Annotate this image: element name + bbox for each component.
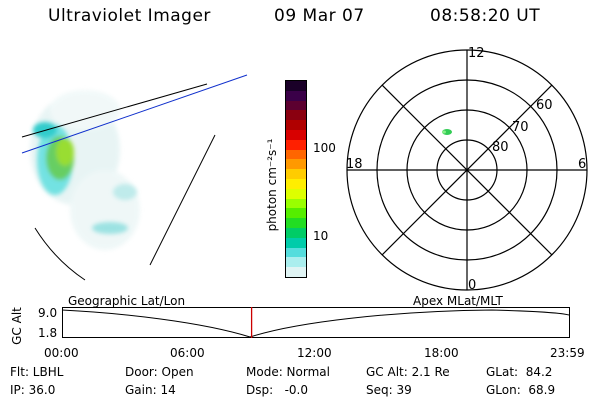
colorbar-segment [286,257,306,268]
timeline-y-tick-top: 9.0 [38,306,58,320]
colorbar-segment [286,188,306,199]
colorbar [285,80,307,278]
geographic-image-panel [21,74,248,281]
lat-label-60: 60 [536,98,553,113]
mlt-label-0: 0 [468,278,477,293]
mlt-label-6: 6 [578,157,587,172]
seq-readout: Seq: 39 [366,383,412,397]
colorbar-segment [286,267,306,277]
colorbar-segment [286,139,306,150]
timeline-x-tick-0: 00:00 [44,346,79,360]
colorbar-segment [286,227,306,238]
colorbar-segment [286,218,306,228]
time-label: 08:58:20 UT [430,6,541,26]
colorbar-segment [286,110,306,121]
mlt-label-12: 12 [468,46,485,61]
mode-readout: Mode: Normal [246,365,330,379]
timeline-left-title: Geographic Lat/Lon [68,294,186,308]
timeline-x-tick-3: 18:00 [424,346,459,360]
colorbar-segment [286,159,306,170]
colorbar-segment [286,178,306,189]
door-readout: Door: Open [125,365,194,379]
colorbar-segment [286,100,306,111]
lat-label-80: 80 [492,140,509,155]
colorbar-segment [286,149,306,160]
timeline-x-tick-4: 23:59 [550,346,585,360]
ip-readout: IP: 36.0 [10,383,56,397]
colorbar-segment [286,198,306,209]
colorbar-segment [286,120,306,130]
timeline-x-tick-2: 12:00 [297,346,332,360]
timeline-y-tick-bottom: 1.8 [38,326,58,340]
gain-readout: Gain: 14 [125,383,176,397]
timeline-x-tick-1: 06:00 [170,346,205,360]
colorbar-segment [286,90,306,101]
earth-limb-arc [34,227,86,281]
timeline-right-title: Apex MLat/MLT [413,294,503,308]
gc-alt-readout: GC Alt: 2.1 Re [366,365,450,379]
mlt-label-18: 18 [346,157,363,172]
timeline-plot [61,307,570,338]
altitude-curve [61,309,570,338]
aurora-spot [442,129,452,135]
colorbar-segment [286,247,306,258]
date-label: 09 Mar 07 [274,6,365,26]
lat-label-70: 70 [512,120,529,135]
colorbar-tick-100: 100 [313,141,336,155]
orbit-track-line [21,74,248,154]
colorbar-tick-10: 10 [313,229,329,243]
glat-readout: GLat: 84.2 [486,365,553,379]
dsp-readout: Dsp: -0.0 [246,383,309,397]
colorbar-units-label: photon cm⁻²s⁻¹ [265,138,279,232]
colorbar-segment [286,237,306,248]
filter-readout: Flt: LBHL [10,365,64,379]
timeline-y-label: GC Alt [10,307,24,345]
polar-plot [346,49,588,291]
terminator-line [21,83,208,138]
colorbar-segment [286,81,306,91]
field-of-view-line [149,134,216,266]
colorbar-segment [286,129,306,140]
colorbar-segment [286,208,306,219]
glon-readout: GLon: 68.9 [486,383,556,397]
colorbar-segment [286,169,306,179]
app-title: Ultraviolet Imager [48,6,211,26]
